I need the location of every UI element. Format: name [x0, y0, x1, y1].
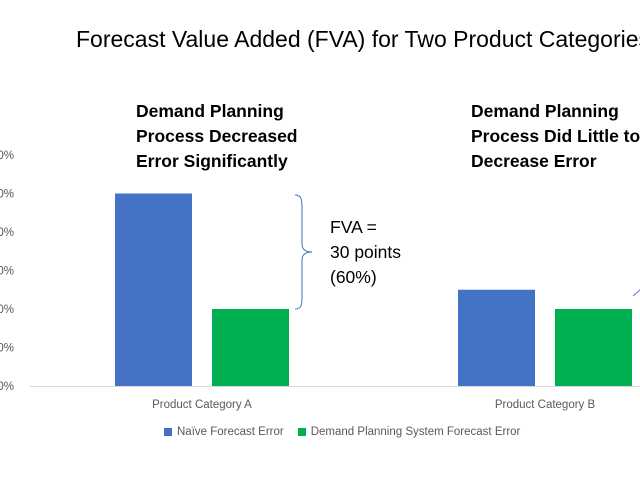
annotation-category-a-line: Demand Planning [136, 101, 284, 121]
legend-item-naive: Naïve Forecast Error [164, 426, 284, 438]
annotation-category-b-line: Decrease Error [471, 151, 597, 171]
legend-item-system: Demand Planning System Forecast Error [297, 426, 521, 438]
legend-swatch-system [297, 428, 306, 436]
fva-brace [294, 194, 313, 310]
annotation-category-b-line: Process Did Little to [471, 126, 640, 146]
legend-label-naive: Naïve Forecast Error [177, 426, 284, 438]
y-tick-label: 30% [0, 266, 14, 278]
y-tick-label: 50% [0, 189, 14, 201]
annotation-category-a-line: Process Decreased [136, 126, 298, 146]
y-tick-label: 60% [0, 150, 14, 162]
annotation-category-b-line: Demand Planning [471, 101, 619, 121]
bar-system-category-b [555, 309, 632, 386]
y-tick-label: 20% [0, 304, 14, 316]
legend: Naïve Forecast Error Demand Planning Sys… [164, 426, 534, 438]
chart-title: Forecast Value Added (FVA) for Two Produ… [76, 26, 640, 52]
bar-system-category-a [212, 309, 289, 386]
annotation-category-a: Demand Planning Process Decreased Error … [136, 99, 298, 174]
fva-annotation-line: 30 points [330, 242, 402, 262]
x-tick-label: Product Category B [495, 399, 596, 411]
fva-annotation-line: (60%) [330, 267, 377, 287]
annotation-category-a-line: Error Significantly [136, 151, 288, 171]
bar-naive-category-a [115, 193, 192, 386]
bar-naive-category-b [458, 289, 535, 386]
y-tick-label: 10% [0, 343, 14, 355]
y-tick-label: 0% [0, 381, 14, 393]
legend-label-system: Demand Planning System Forecast Error [310, 426, 521, 438]
fva-brace-b [632, 289, 640, 297]
y-tick-label: 40% [0, 227, 14, 239]
fva-annotation: FVA = 30 points (60%) [330, 215, 401, 290]
fva-annotation-line: FVA = [330, 217, 377, 237]
annotation-category-b: Demand Planning Process Did Little to De… [471, 99, 640, 174]
x-tick-label: Product Category A [152, 399, 252, 411]
legend-swatch-naive [164, 428, 172, 436]
